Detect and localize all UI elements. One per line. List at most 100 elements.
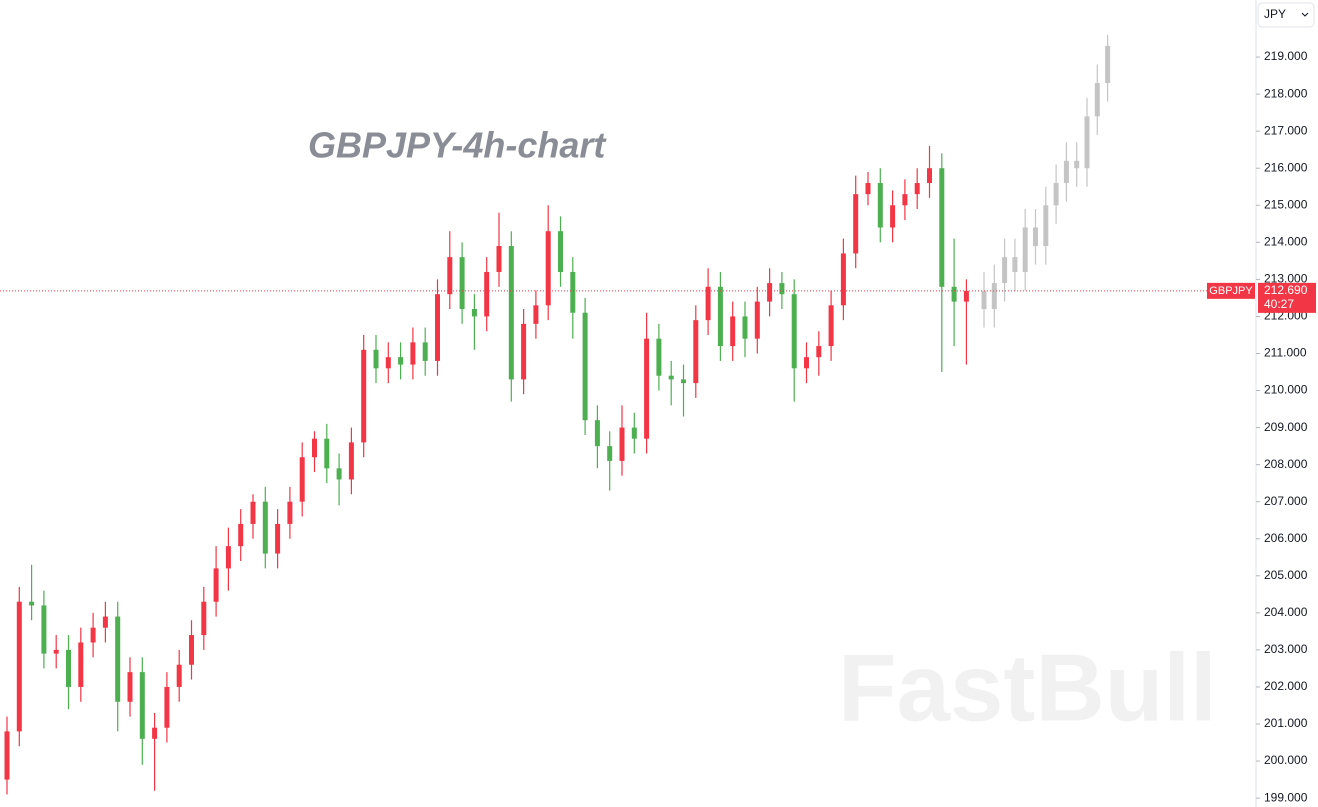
candle-body [656, 338, 662, 376]
candle-body [459, 257, 465, 310]
candle-body [139, 672, 145, 739]
candle-body [521, 323, 527, 380]
candle-body [348, 442, 354, 480]
candle-body [410, 342, 416, 365]
y-tick-label: 207.000 [1264, 494, 1308, 508]
candle-body [471, 309, 477, 317]
candle-body [115, 616, 121, 702]
candle-body [287, 501, 293, 524]
y-tick-label: 214.000 [1264, 234, 1308, 248]
candle-body [828, 305, 834, 347]
candle-body [90, 627, 96, 643]
y-tick-label: 201.000 [1264, 716, 1308, 730]
candle-body [681, 379, 686, 384]
candle-body [496, 246, 502, 272]
candle-body [890, 205, 896, 228]
candle-body [508, 246, 514, 380]
candle-body [730, 316, 736, 347]
candle-body [558, 231, 563, 272]
y-tick-label: 205.000 [1264, 568, 1308, 582]
candle-body [275, 523, 281, 554]
candle-body [201, 601, 207, 636]
candle-body [533, 305, 539, 324]
y-tick-label: 209.000 [1264, 420, 1308, 434]
candle-body [361, 349, 367, 443]
candle-body [570, 271, 576, 313]
y-tick-label: 208.000 [1264, 457, 1308, 471]
candle-body [1084, 116, 1090, 169]
countdown-label: 40:27 [1264, 297, 1294, 311]
price-box [1258, 282, 1316, 313]
candle-body [1022, 227, 1028, 272]
candle-body [299, 457, 305, 502]
y-tick-label: 210.000 [1264, 383, 1308, 397]
y-tick-label: 203.000 [1264, 642, 1308, 656]
candle-body [902, 194, 908, 206]
candle-body [877, 183, 883, 228]
candle-body [963, 290, 969, 302]
candle-body [767, 283, 773, 302]
candle-body [4, 731, 10, 780]
candle-body [373, 349, 379, 369]
candle-body [991, 283, 997, 310]
candle-body [717, 286, 723, 347]
y-tick-label: 219.000 [1264, 49, 1308, 63]
candle-body [853, 194, 859, 254]
y-tick-label: 213.000 [1264, 272, 1308, 286]
chevron [1301, 12, 1309, 17]
candle-body [865, 183, 871, 195]
candle-body [816, 346, 822, 358]
candle-body [312, 438, 317, 458]
candle-body [1094, 82, 1100, 117]
candle-body [127, 672, 133, 702]
candle-body [41, 605, 47, 654]
candle-body [66, 649, 71, 687]
candle-body [29, 601, 35, 606]
candle-body [152, 727, 158, 739]
currency-dropdown[interactable] [1257, 2, 1315, 28]
candle-body [754, 301, 760, 339]
y-tick-label: 199.000 [1264, 790, 1308, 804]
candle-body [939, 168, 945, 287]
candle-body [644, 338, 650, 439]
candle-body [607, 446, 613, 461]
candle-body [1033, 227, 1038, 247]
candle-body [668, 375, 674, 380]
candle-body [951, 286, 957, 302]
candle-body [385, 357, 391, 369]
candle-body [1105, 45, 1111, 83]
candle-body [582, 312, 588, 421]
candle-body [324, 438, 330, 469]
candle-body [435, 294, 440, 361]
candle-body [693, 320, 699, 384]
candle-body [176, 664, 182, 687]
candle-body [78, 642, 84, 687]
candle-body [53, 649, 59, 654]
symbol-box [1207, 282, 1255, 299]
candle-body [840, 253, 846, 306]
y-tick-label: 204.000 [1264, 605, 1308, 619]
candle-body [189, 635, 194, 665]
candle-body [213, 568, 219, 602]
currency-label[interactable]: JPY [1264, 7, 1286, 21]
candle-body [1002, 257, 1008, 284]
candle-body [1063, 160, 1069, 184]
candle-body [16, 601, 22, 732]
y-tick-label: 215.000 [1264, 197, 1308, 211]
candle-body [262, 501, 268, 554]
candle-body [102, 616, 108, 628]
candle-body [238, 523, 244, 547]
y-tick-label: 200.000 [1264, 753, 1308, 767]
price-label: 212.690 [1264, 283, 1308, 297]
candle-body [1053, 183, 1059, 206]
candle-body [914, 183, 920, 195]
candle-body [779, 283, 785, 295]
candle-body [545, 231, 551, 306]
candle-body [631, 427, 637, 439]
y-tick-label: 202.000 [1264, 679, 1308, 693]
y-tick-label: 206.000 [1264, 531, 1308, 545]
candle-body [164, 686, 170, 728]
candle-body [791, 294, 797, 369]
y-tick-label: 216.000 [1264, 160, 1308, 174]
